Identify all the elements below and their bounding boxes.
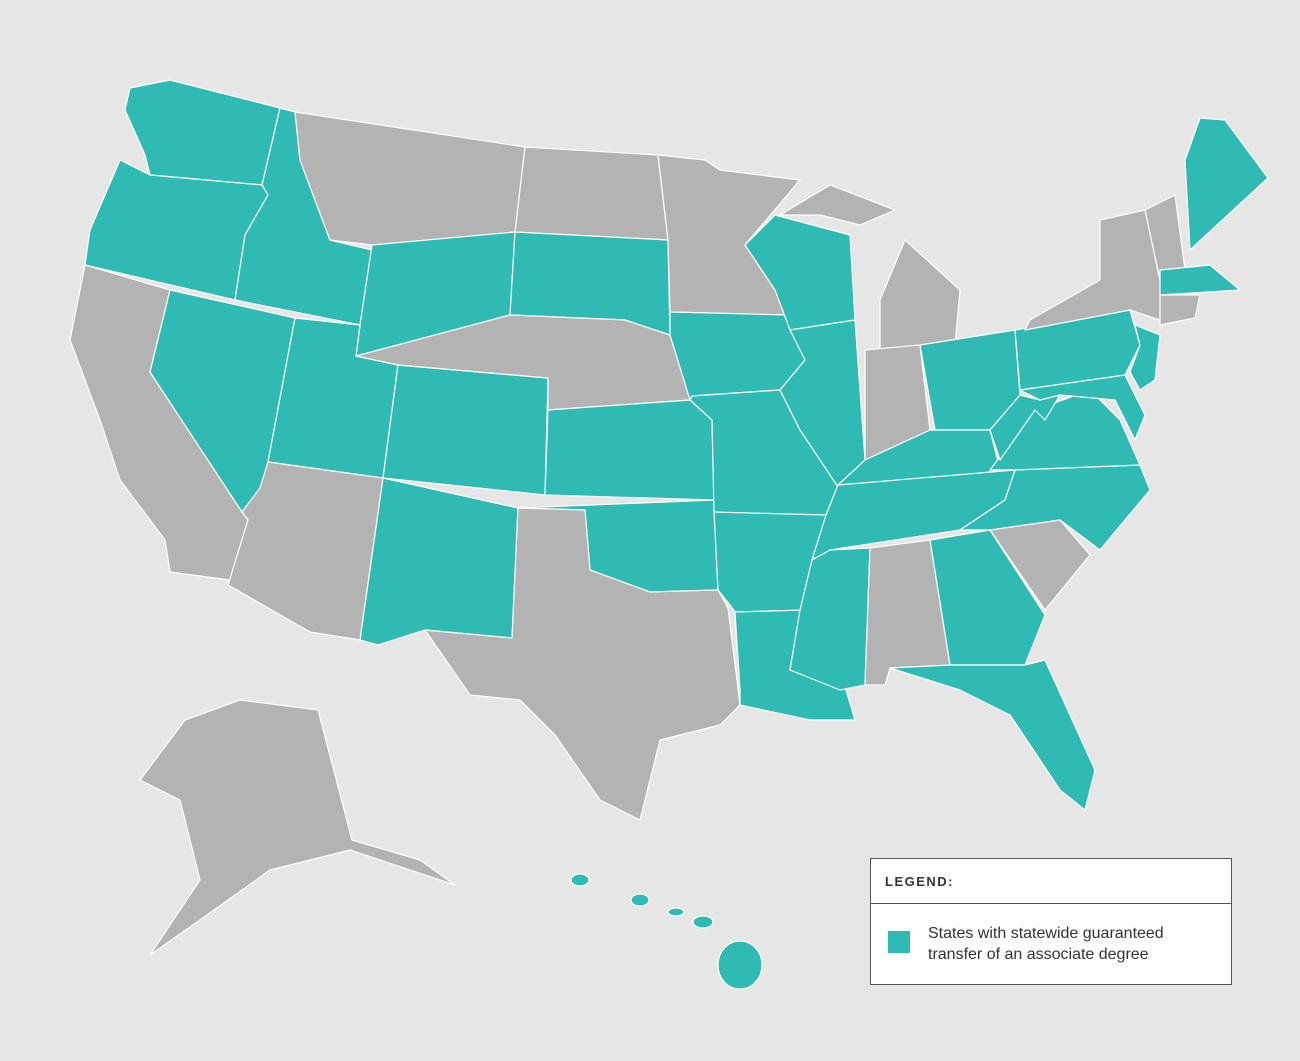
- state: [692, 915, 714, 929]
- state: [779, 184, 896, 226]
- state: [514, 146, 669, 241]
- state: [570, 873, 590, 887]
- state: [424, 507, 741, 821]
- state: [544, 399, 715, 501]
- legend-label: States with statewide guaranteed transfe…: [928, 925, 1164, 963]
- states: [69, 79, 1269, 990]
- state: [1184, 117, 1269, 251]
- state: [630, 893, 650, 907]
- state: [359, 477, 519, 646]
- state: [139, 699, 456, 956]
- legend-title: LEGEND:: [871, 859, 1231, 904]
- state: [717, 940, 763, 990]
- legend: LEGEND: States with statewide guaranteed…: [870, 858, 1232, 985]
- state: [382, 364, 549, 496]
- state: [124, 79, 281, 186]
- state: [1024, 209, 1161, 331]
- state: [1129, 324, 1161, 391]
- state: [667, 907, 685, 917]
- legend-swatch: [888, 931, 910, 953]
- state: [1019, 374, 1146, 441]
- state: [779, 319, 866, 491]
- state: [889, 659, 1096, 811]
- state: [929, 529, 1046, 666]
- state: [879, 239, 961, 351]
- state: [989, 394, 1061, 461]
- state: [294, 111, 526, 246]
- state: [1159, 294, 1201, 326]
- state: [1159, 264, 1241, 296]
